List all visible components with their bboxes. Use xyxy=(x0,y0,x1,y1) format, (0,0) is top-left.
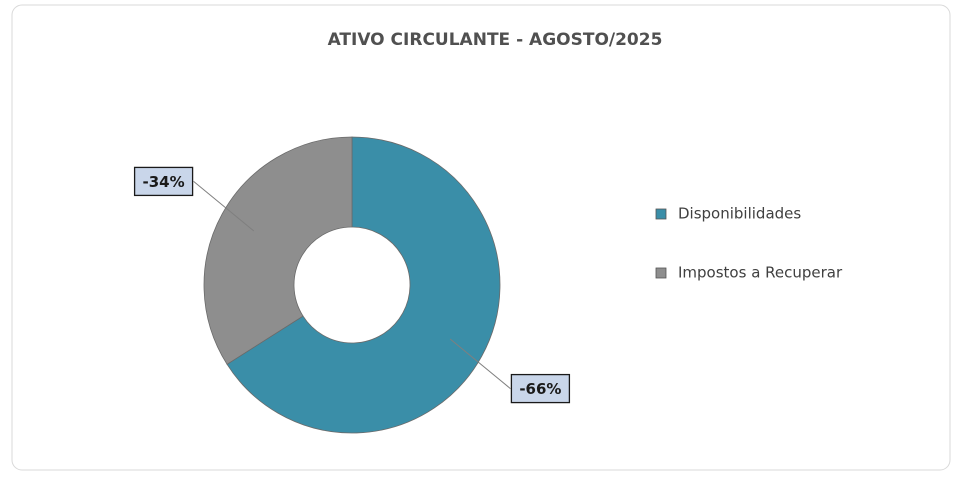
legend-swatch xyxy=(655,267,667,279)
donut-slice xyxy=(203,136,353,365)
plot: -66% -34% xyxy=(133,136,571,434)
leader-line xyxy=(193,181,255,232)
data-label: -66% xyxy=(519,380,561,398)
leader-line xyxy=(449,338,511,389)
legend: Disponibilidades Impostos a Recuperar xyxy=(655,205,843,282)
data-label: -34% xyxy=(143,173,185,191)
legend-label: Disponibilidades xyxy=(678,205,801,223)
chart-title: ATIVO CIRCULANTE - AGOSTO/2025 xyxy=(328,30,663,50)
data-label-box xyxy=(510,373,571,404)
legend-label: Impostos a Recuperar xyxy=(678,264,843,282)
legend-swatch xyxy=(655,208,667,220)
data-label-box xyxy=(133,166,194,197)
donut-slice xyxy=(226,136,501,434)
